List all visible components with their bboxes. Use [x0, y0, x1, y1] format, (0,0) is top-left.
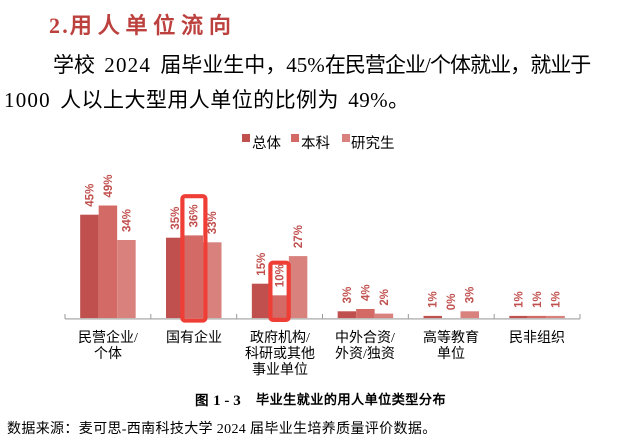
- svg-text:3%: 3%: [465, 287, 477, 304]
- svg-text:15%: 15%: [256, 253, 268, 276]
- svg-text:2%: 2%: [379, 289, 391, 306]
- svg-text:33%: 33%: [207, 211, 219, 234]
- svg-text:4%: 4%: [360, 284, 372, 301]
- svg-text:1%: 1%: [551, 291, 563, 308]
- svg-text:49%: 49%: [103, 174, 115, 197]
- svg-text:35%: 35%: [170, 207, 182, 230]
- svg-text:45%: 45%: [84, 184, 96, 207]
- svg-text:1%: 1%: [514, 291, 526, 308]
- svg-text:27%: 27%: [293, 225, 305, 248]
- svg-text:36%: 36%: [189, 204, 201, 227]
- svg-text:1%: 1%: [532, 291, 544, 308]
- svg-text:10%: 10%: [275, 264, 287, 287]
- svg-text:1%: 1%: [428, 291, 440, 308]
- svg-text:3%: 3%: [342, 287, 354, 304]
- svg-text:34%: 34%: [121, 209, 133, 232]
- svg-text:0%: 0%: [446, 294, 458, 311]
